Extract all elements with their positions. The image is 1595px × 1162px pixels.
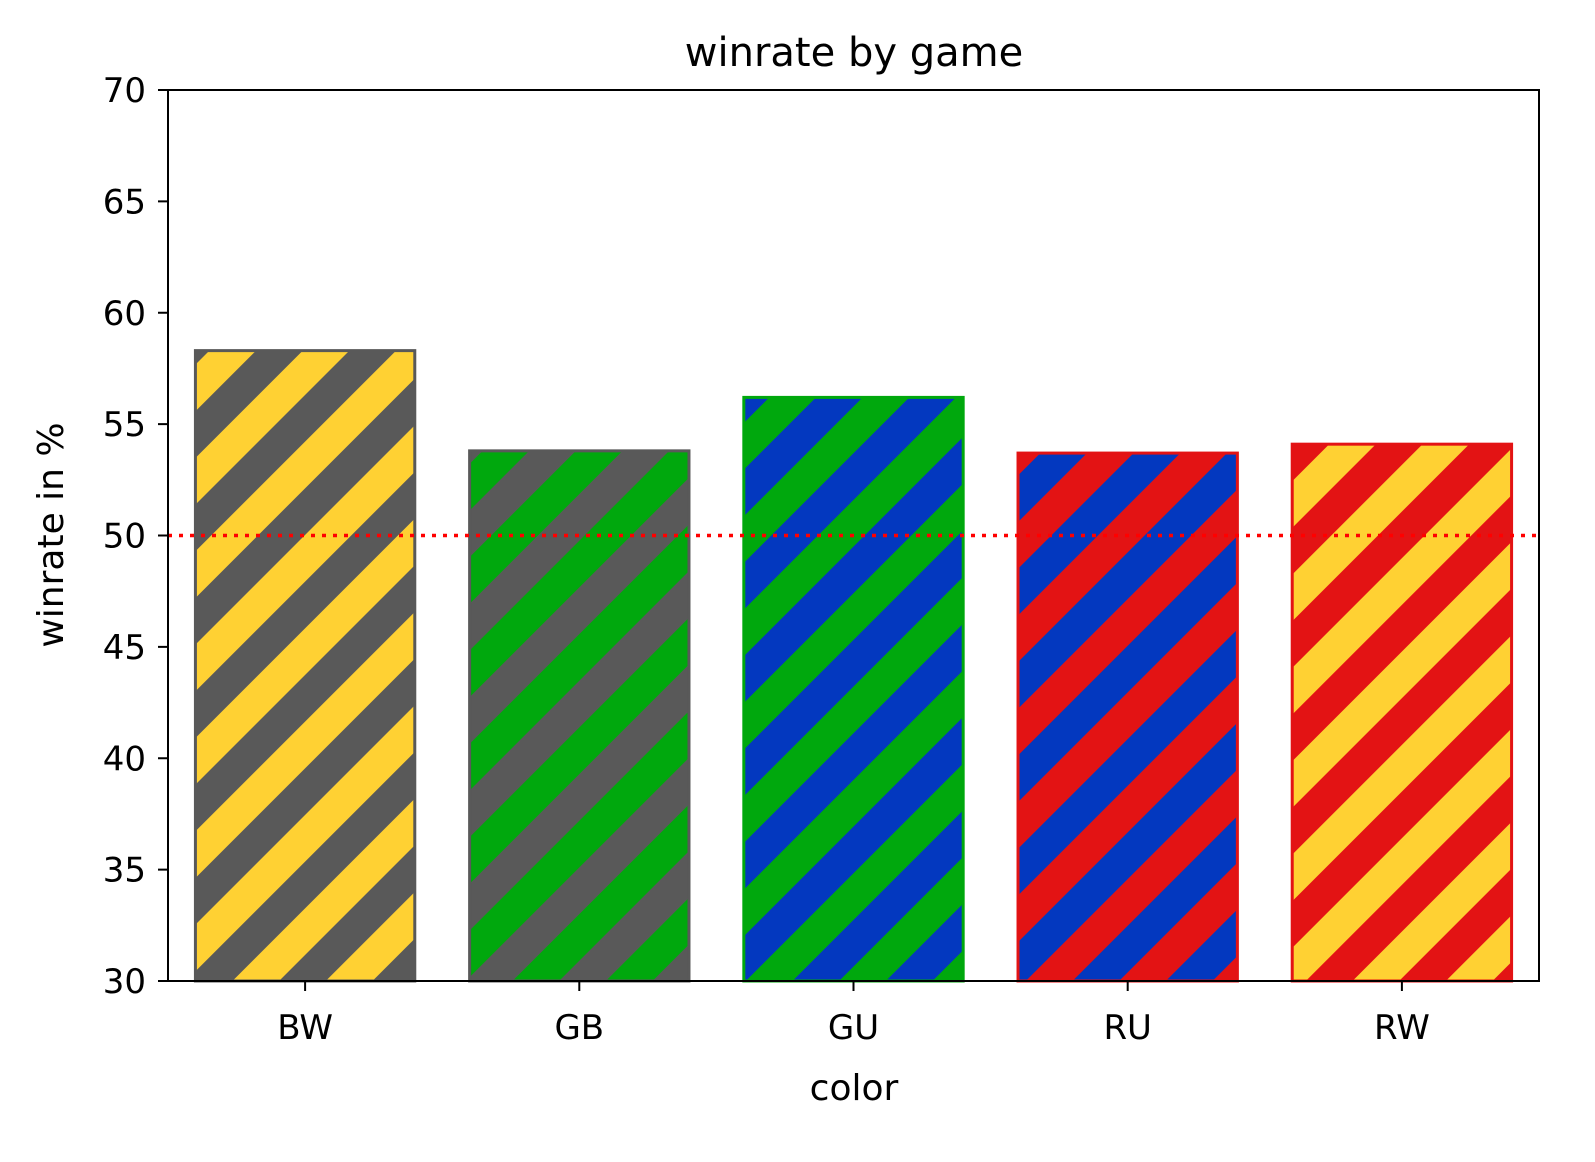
y-tick-label: 70: [103, 71, 146, 111]
y-tick-label: 30: [103, 962, 146, 1002]
x-axis-ticks: BW GB GU RU RW: [277, 981, 1430, 1048]
bar-gb: [468, 449, 691, 983]
chart-title: winrate by game: [685, 30, 1023, 76]
y-tick-label: 45: [103, 628, 146, 668]
y-tick-label: 55: [103, 405, 146, 445]
x-tick-label: GB: [554, 1008, 604, 1048]
x-axis-label: color: [810, 1068, 899, 1109]
y-tick-label: 50: [103, 517, 146, 557]
bars-layer: [193, 349, 1514, 983]
y-tick-label: 65: [103, 182, 146, 222]
y-tick-label: 35: [103, 851, 146, 891]
y-tick-label: 60: [103, 294, 146, 334]
bar-ru: [1016, 451, 1239, 983]
bar-bw: [193, 349, 417, 983]
bar-rw: [1290, 442, 1514, 983]
bar-gu: [742, 395, 965, 983]
y-axis-label: winrate in %: [31, 422, 72, 647]
y-tick-label: 40: [103, 739, 146, 779]
x-tick-label: RW: [1374, 1008, 1430, 1048]
y-axis-ticks: 30 35 40 45 50 55 60 65 70: [103, 71, 168, 1002]
x-tick-label: BW: [277, 1008, 333, 1048]
x-tick-label: RU: [1103, 1008, 1152, 1048]
x-tick-label: GU: [828, 1008, 879, 1048]
